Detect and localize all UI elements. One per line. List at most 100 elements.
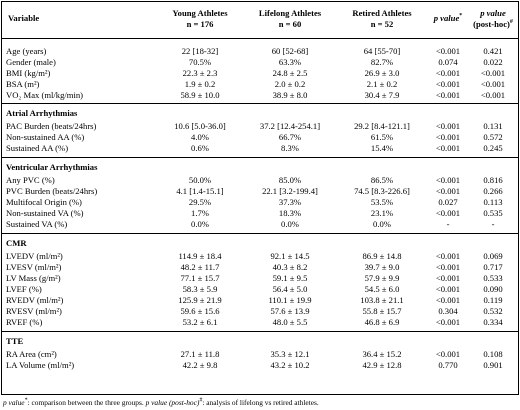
- young-cell: 10.6 [5.0-36.0]: [174, 121, 226, 131]
- variable-cell: Non-sustained VA (%): [6, 208, 84, 218]
- variable-cell: Sustained AA (%): [6, 143, 69, 153]
- lifelong-cell: 35.3 ± 12.1: [270, 349, 310, 359]
- p-posthoc-cell: 0.266: [483, 186, 503, 196]
- p-posthoc-cell: 0.334: [483, 317, 503, 327]
- table-row-nsaa: Non-sustained AA (%) 4.0% 66.7% 61.5% <0.001…: [2, 132, 518, 142]
- section-heading-label: Atrial Arrhythmias: [6, 108, 78, 118]
- p-value-cell: <0.001: [435, 251, 461, 261]
- lifelong-cell: 92.1 ± 14.5: [270, 251, 310, 261]
- footnote-p2-mark: #: [199, 397, 203, 404]
- lifelong-cell: 59.1 ± 9.5: [272, 273, 308, 283]
- p-posthoc-cell: 0.131: [483, 121, 503, 131]
- young-cell: 58.3 ± 5.9: [182, 284, 218, 294]
- section-divider: [2, 157, 518, 158]
- footnote-p2-label: p value (post-hoc): [145, 398, 200, 407]
- lifelong-cell: 8.3%: [281, 143, 299, 153]
- retired-cell: 26.9 ± 3.0: [364, 68, 400, 78]
- young-cell: 22.3 ± 2.3: [182, 68, 218, 78]
- table-row-lvesv: LVESV (ml/m²) 48.2 ± 11.7 40.3 ± 8.2 39.7 ±…: [2, 262, 518, 272]
- table-row-bsa: BSA (m²) 1.9 ± 0.2 2.0 ± 0.2 2.1 ± 0.2 <0.00…: [2, 79, 518, 89]
- p-posthoc-cell: 0.113: [483, 197, 503, 207]
- section-heading-label: CMR: [6, 238, 27, 248]
- retired-cell: 86.5%: [370, 175, 394, 185]
- retired-cell: 36.4 ± 15.2: [362, 349, 402, 359]
- header-lifelong-athletes: Lifelong Athletes n = 60: [244, 8, 336, 30]
- p-value-cell: <0.001: [435, 46, 461, 56]
- header-p2-mark: #: [509, 19, 513, 26]
- variable-cell: LA Volume (ml/m²): [6, 360, 75, 370]
- lifelong-cell: 66.7%: [278, 132, 302, 142]
- p-value-cell: <0.001: [435, 186, 461, 196]
- retired-cell: 54.5 ± 6.0: [364, 284, 400, 294]
- table-row-gender: Gender (male) 70.5% 63.3% 82.7% 0.074 0.022: [2, 57, 518, 67]
- p-posthoc-cell: 0.572: [483, 132, 503, 142]
- p-value-cell: <0.001: [435, 143, 461, 153]
- p-value-cell: -: [446, 219, 450, 229]
- footnote-text-1: : comparison between the three groups.: [27, 398, 146, 407]
- lifelong-cell: 22.1 [3.2-199.4]: [262, 186, 318, 196]
- p-value-cell: 0.304: [438, 306, 458, 316]
- retired-cell: 74.5 [8.3-226.6]: [354, 186, 410, 196]
- variable-cell: BSA (m²): [6, 79, 40, 89]
- p-value-cell: 0.027: [438, 197, 458, 207]
- young-cell: 4.0%: [191, 132, 209, 142]
- p-value-cell: <0.001: [435, 68, 461, 78]
- p-value-cell: <0.001: [435, 79, 461, 89]
- variable-cell: RVESV (ml/m²): [6, 306, 62, 316]
- lifelong-cell: 56.4 ± 5.0: [272, 284, 308, 294]
- p-value-cell: <0.001: [435, 273, 461, 283]
- header-retired-athletes: Retired Athletes n = 52: [336, 8, 428, 30]
- variable-cell: Any PVC (%): [6, 175, 55, 185]
- young-cell: 0.0%: [191, 219, 209, 229]
- table-row-rvef: RVEF (%) 53.2 ± 6.1 48.0 ± 5.5 46.8 ± 6.9 <0…: [2, 317, 518, 327]
- lifelong-cell: 43.2 ± 10.2: [270, 360, 310, 370]
- table-row-nsva: Non-sustained VA (%) 1.7% 18.3% 23.1% <0.001…: [2, 208, 518, 218]
- p-posthoc-cell: -: [491, 219, 495, 229]
- lifelong-cell: 110.1 ± 19.9: [268, 295, 312, 305]
- lifelong-cell: 37.3%: [278, 197, 302, 207]
- p-posthoc-cell: 0.108: [483, 349, 503, 359]
- lifelong-cell: 63.3%: [278, 57, 302, 67]
- retired-cell: 46.8 ± 6.9: [364, 317, 400, 327]
- lifelong-cell: 60 [52-68]: [271, 46, 309, 56]
- lifelong-cell: 85.0%: [278, 175, 302, 185]
- young-cell: 59.6 ± 15.6: [180, 306, 220, 316]
- header-young-n: n = 176: [186, 19, 214, 29]
- p-posthoc-cell: <0.001: [480, 79, 506, 89]
- lifelong-cell: 57.6 ± 13.9: [270, 306, 310, 316]
- header-lifelong-n: n = 60: [278, 19, 302, 29]
- lifelong-cell: 2.0 ± 0.2: [274, 79, 306, 89]
- p-posthoc-cell: 0.069: [483, 251, 503, 261]
- table-row-bmi: BMI (kg/m²) 22.3 ± 2.3 24.8 ± 2.5 26.9 ± 3.…: [2, 68, 518, 78]
- p-value-cell: <0.001: [435, 90, 461, 100]
- p-posthoc-cell: 0.245: [483, 143, 503, 153]
- p-value-cell: <0.001: [435, 208, 461, 218]
- retired-cell: 57.9 ± 9.9: [364, 273, 400, 283]
- variable-cell: Sustained VA (%): [6, 219, 68, 229]
- young-cell: 48.2 ± 11.7: [180, 262, 220, 272]
- header-retired-label: Retired Athletes: [352, 8, 412, 18]
- retired-cell: 2.1 ± 0.2: [366, 79, 398, 89]
- retired-cell: 42.9 ± 12.8: [362, 360, 402, 370]
- young-cell: 27.1 ± 11.8: [180, 349, 220, 359]
- variable-cell: VO₂ Max (ml/kg/min): [6, 90, 83, 100]
- p-posthoc-cell: 0.717: [483, 262, 503, 272]
- young-cell: 70.5%: [188, 57, 212, 67]
- section-heading-tte: TTE: [2, 336, 518, 346]
- retired-cell: 64 [55-70]: [363, 46, 401, 56]
- variable-cell: BMI (kg/m²): [6, 68, 51, 78]
- table-row-pac: PAC Burden (beats/24hrs) 10.6 [5.0-36.0] 3…: [2, 121, 518, 131]
- p-value-cell: <0.001: [435, 132, 461, 142]
- header-retired-n: n = 52: [370, 19, 394, 29]
- p-posthoc-cell: 0.421: [483, 46, 503, 56]
- retired-cell: 15.4%: [370, 143, 394, 153]
- young-cell: 1.9 ± 0.2: [184, 79, 216, 89]
- p-value-cell: <0.001: [435, 284, 461, 294]
- table-row-rvedv: RVEDV (ml/m²) 125.9 ± 21.9 110.1 ± 19.9 103…: [2, 295, 518, 305]
- table-row-ra: RA Area (cm²) 27.1 ± 11.8 35.3 ± 12.1 36.4 …: [2, 349, 518, 359]
- variable-cell: Age (years): [6, 46, 47, 56]
- section-heading-ventricular: Ventricular Arrhythmias: [2, 162, 518, 172]
- young-cell: 4.1 [1.4-15.1]: [176, 186, 224, 196]
- lifelong-cell: 38.9 ± 8.0: [272, 90, 308, 100]
- header-p-mark: *: [459, 13, 463, 20]
